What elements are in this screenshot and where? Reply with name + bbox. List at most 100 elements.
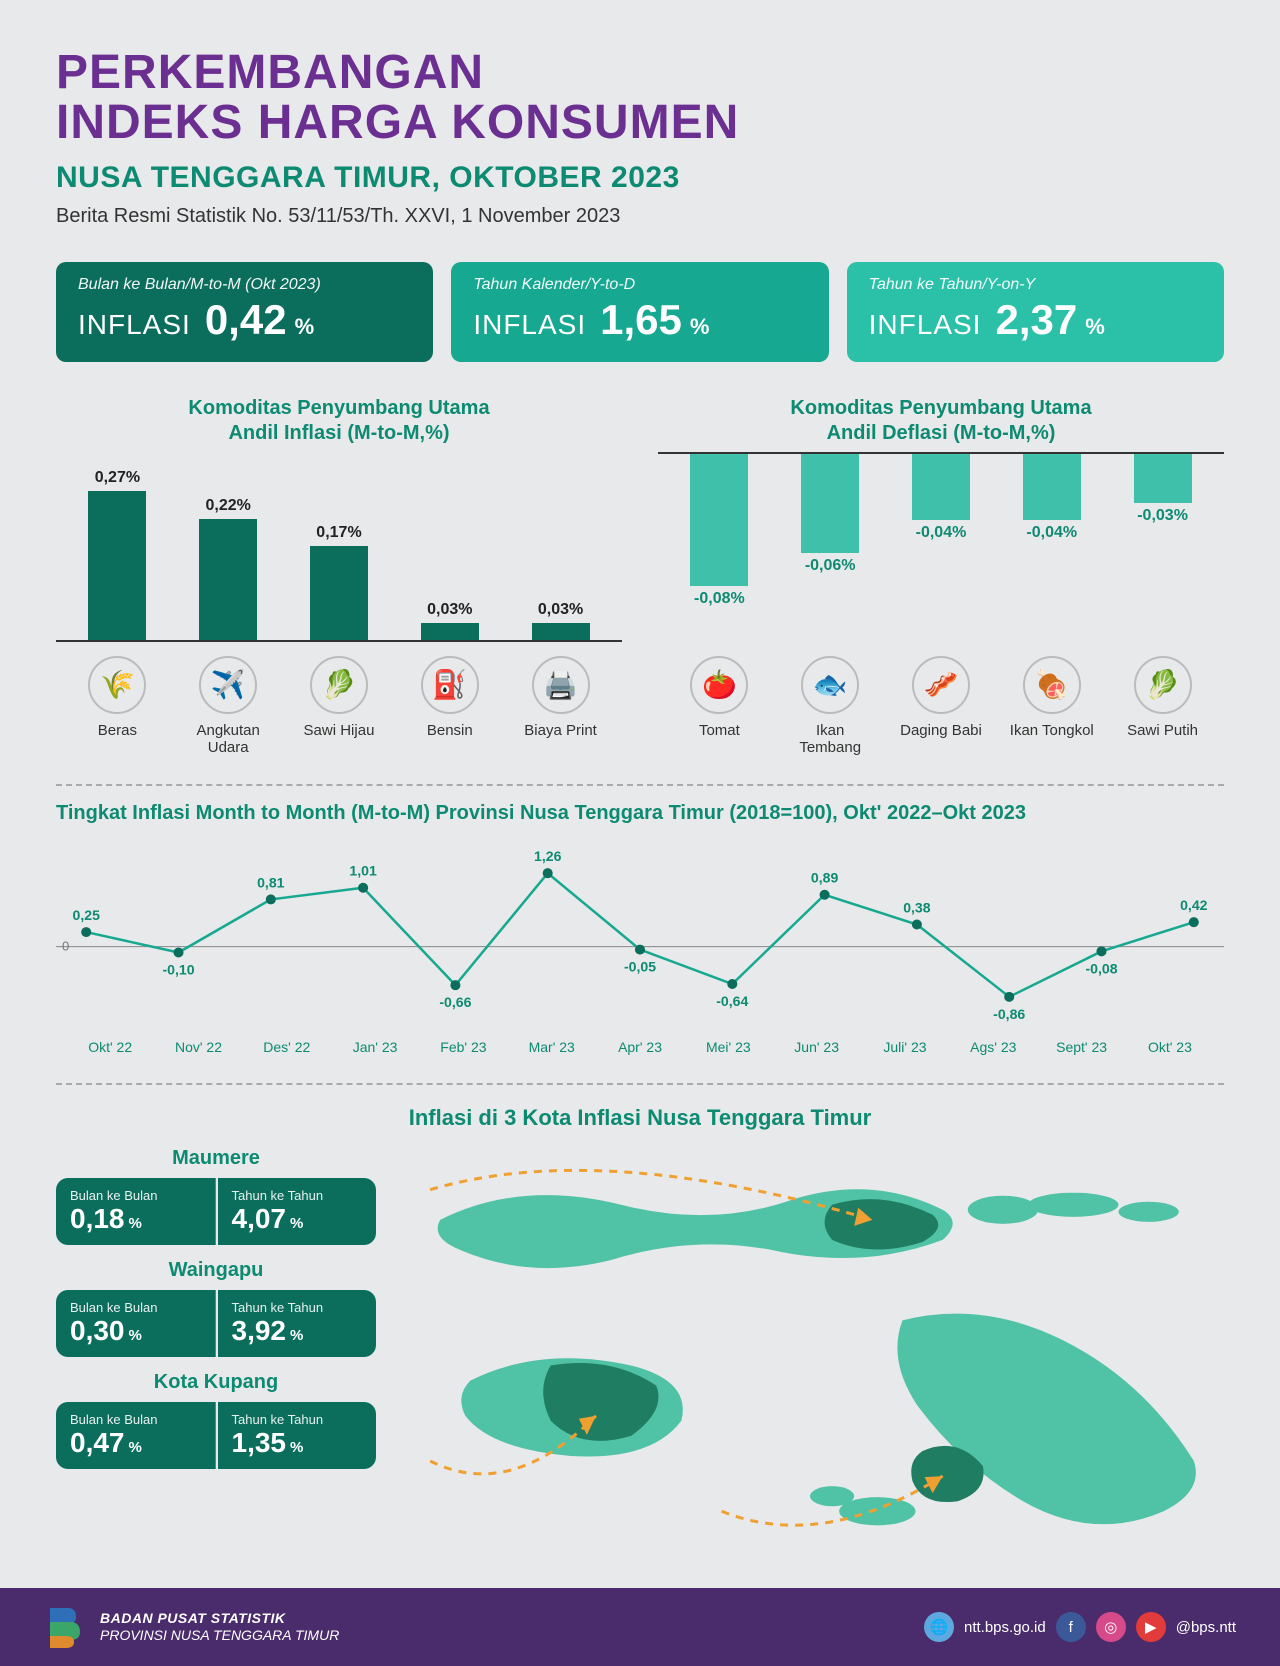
commodity-icon: 🐟	[801, 656, 859, 714]
reference-line: Berita Resmi Statistik No. 53/11/53/Th. …	[56, 205, 1224, 228]
bps-logo	[44, 1606, 86, 1648]
stat-card-unit: %	[295, 314, 315, 340]
subtitle: NUSA TENGGARA TIMUR, OKTOBER 2023	[56, 161, 1224, 195]
deflation-bar-item: -0,04%	[1006, 454, 1098, 542]
commodity-label: Biaya Print	[524, 722, 597, 739]
commodity-label: Ikan Tembang	[784, 722, 876, 757]
svg-text:-0,10: -0,10	[162, 962, 194, 978]
deflation-chart-title-1: Komoditas Penyumbang Utama	[658, 396, 1224, 421]
inflation-chart-title-2: Andil Inflasi (M-to-M,%)	[56, 421, 622, 446]
x-axis-label: Ags' 23	[949, 1039, 1037, 1055]
bar-rect	[690, 454, 748, 586]
globe-icon: 🌐	[924, 1612, 954, 1642]
commodity-icon-cell: 🍅 Tomat	[673, 656, 765, 757]
mtm-line-chart: 00,25-0,100,811,01-0,661,26-0,05-0,640,8…	[56, 835, 1224, 1035]
x-axis-label: Nov' 22	[154, 1039, 242, 1055]
instagram-icon: ◎	[1096, 1612, 1126, 1642]
x-axis-label: Mei' 23	[684, 1039, 772, 1055]
x-axis-label: Juli' 23	[861, 1039, 949, 1055]
stat-card-label: INFLASI	[869, 309, 982, 341]
line-chart-title: Tingkat Inflasi Month to Month (M-to-M) …	[56, 802, 1224, 825]
svg-text:0,89: 0,89	[811, 870, 839, 886]
bar-rect	[1134, 454, 1192, 504]
stat-card-label: INFLASI	[78, 309, 191, 341]
stat-card-sup: Bulan ke Bulan/M-to-M (Okt 2023)	[78, 276, 411, 294]
deflation-bar-item: -0,08%	[673, 454, 765, 608]
svg-text:0,38: 0,38	[903, 900, 931, 916]
commodity-icon: 🥬	[310, 656, 368, 714]
city-name: Maumere	[56, 1147, 376, 1170]
bar-value: -0,03%	[1137, 507, 1188, 525]
city-mtm: Bulan ke Bulan 0,47%	[56, 1402, 216, 1469]
city-name: Waingapu	[56, 1259, 376, 1282]
stat-card-0: Bulan ke Bulan/M-to-M (Okt 2023) INFLASI…	[56, 262, 433, 362]
commodity-icon-cell: ⛽ Bensin	[404, 656, 496, 757]
inflation-commodities: Komoditas Penyumbang Utama Andil Inflasi…	[56, 396, 622, 757]
x-axis-label: Apr' 23	[596, 1039, 684, 1055]
svg-text:0,42: 0,42	[1180, 897, 1208, 913]
footer-org-1: BADAN PUSAT STATISTIK	[100, 1610, 339, 1628]
commodity-icon: 🥓	[912, 656, 970, 714]
commodity-label: Ikan Tongkol	[1010, 722, 1094, 739]
svg-text:1,01: 1,01	[349, 863, 377, 879]
bar-rect	[88, 491, 146, 640]
svg-text:0: 0	[62, 939, 69, 954]
svg-text:-0,66: -0,66	[439, 994, 471, 1010]
inflation-chart-title-1: Komoditas Penyumbang Utama	[56, 396, 622, 421]
inflation-bar-item: 0,27%	[71, 469, 163, 640]
footer-links: 🌐 ntt.bps.go.id f ◎ ▶ @bps.ntt	[924, 1612, 1236, 1642]
stat-card-value: 1,65	[600, 296, 682, 344]
stat-card-unit: %	[1085, 314, 1105, 340]
city-mtm: Bulan ke Bulan 0,18%	[56, 1178, 216, 1245]
bar-rect	[199, 519, 257, 640]
commodity-label: Daging Babi	[900, 722, 982, 739]
bar-value: 0,03%	[427, 601, 472, 619]
cities-map	[400, 1147, 1224, 1554]
cities-section: Inflasi di 3 Kota Inflasi Nusa Tenggara …	[56, 1105, 1224, 1554]
stat-card-2: Tahun ke Tahun/Y-on-Y INFLASI 2,37 %	[847, 262, 1224, 362]
facebook-icon: f	[1056, 1612, 1086, 1642]
stat-card-label: INFLASI	[473, 309, 586, 341]
bar-value: 0,03%	[538, 601, 583, 619]
commodity-icon-cell: 🥬 Sawi Hijau	[293, 656, 385, 757]
inflation-bar-item: 0,03%	[515, 601, 607, 640]
deflation-commodities: Komoditas Penyumbang Utama Andil Deflasi…	[658, 396, 1224, 757]
inflation-bar-item: 0,17%	[293, 524, 385, 640]
bar-rect	[912, 454, 970, 520]
footer-site: ntt.bps.go.id	[964, 1619, 1046, 1636]
deflation-bars: -0,08% -0,06% -0,04% -0,04% -0,03%	[658, 452, 1224, 642]
commodity-icon-cell: 🥓 Daging Babi	[895, 656, 987, 757]
bar-value: -0,06%	[805, 557, 856, 575]
bar-rect	[801, 454, 859, 553]
footer-handle: @bps.ntt	[1176, 1619, 1236, 1636]
deflation-bar-item: -0,03%	[1117, 454, 1209, 526]
x-axis-label: Feb' 23	[419, 1039, 507, 1055]
x-axis-label: Sept' 23	[1037, 1039, 1125, 1055]
svg-text:-0,64: -0,64	[716, 993, 748, 1009]
commodity-label: Beras	[98, 722, 137, 739]
inflation-bar-item: 0,22%	[182, 497, 274, 640]
city-yoy: Tahun ke Tahun 3,92%	[218, 1290, 377, 1357]
commodity-label: Sawi Hijau	[304, 722, 375, 739]
commodity-icon: 🥬	[1134, 656, 1192, 714]
stat-card-value: 2,37	[995, 296, 1077, 344]
youtube-icon: ▶	[1136, 1612, 1166, 1642]
commodity-charts: Komoditas Penyumbang Utama Andil Inflasi…	[56, 396, 1224, 757]
commodity-icon-cell: ✈️ Angkutan Udara	[182, 656, 274, 757]
subtitle-period: OKTOBER 2023	[449, 161, 680, 194]
commodity-icon: ⛽	[421, 656, 479, 714]
bar-value: 0,27%	[95, 469, 140, 487]
bar-value: -0,08%	[694, 590, 745, 608]
svg-text:0,81: 0,81	[257, 875, 285, 891]
svg-text:0,25: 0,25	[73, 907, 101, 923]
commodity-icon-cell: 🐟 Ikan Tembang	[784, 656, 876, 757]
title-line1: PERKEMBANGAN	[56, 48, 1224, 98]
commodity-icon-cell: 🖨️ Biaya Print	[515, 656, 607, 757]
footer-org-2: PROVINSI NUSA TENGGARA TIMUR	[100, 1627, 339, 1645]
stat-card-1: Tahun Kalender/Y-to-D INFLASI 1,65 %	[451, 262, 828, 362]
bar-rect	[310, 546, 368, 640]
x-axis-label: Mar' 23	[508, 1039, 596, 1055]
divider-1	[56, 784, 1224, 786]
commodity-label: Tomat	[699, 722, 740, 739]
x-axis-label: Jan' 23	[331, 1039, 419, 1055]
